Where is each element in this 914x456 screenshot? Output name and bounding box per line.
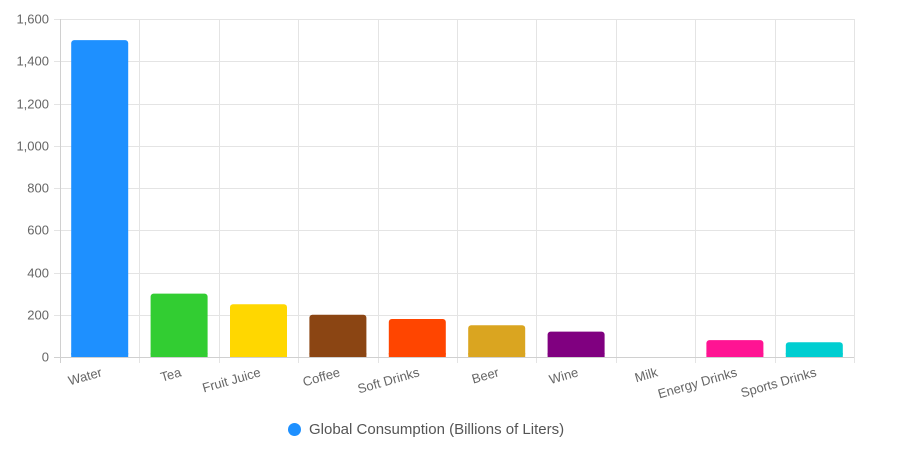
axes [54, 19, 854, 363]
bar-base [71, 353, 129, 357]
bar-base [706, 353, 764, 357]
y-tick-labels: 0 200 400 600 800 1,000 1,200 1,400 1,600 [16, 12, 49, 365]
bar [309, 314, 367, 358]
bar [547, 331, 605, 357]
y-tick-label: 1,200 [16, 97, 49, 112]
y-tick-label: 200 [27, 308, 49, 323]
bar [468, 325, 526, 357]
bar-base [388, 353, 446, 357]
x-tick-label: Energy Drinks [656, 364, 739, 401]
x-tick-label: Beer [470, 364, 501, 386]
bar-base [150, 353, 208, 357]
y-tick-label: 400 [27, 266, 49, 281]
legend-marker-icon [288, 423, 301, 436]
bar [71, 40, 129, 357]
bar [150, 293, 208, 357]
grid-lines [54, 19, 855, 363]
x-tick-label: Tea [159, 364, 184, 384]
bar-base [468, 353, 526, 357]
x-tick-label: Soft Drinks [356, 364, 422, 396]
y-tick-label: 1,400 [16, 54, 49, 69]
bar-base [547, 353, 605, 357]
x-tick-label: Coffee [301, 364, 342, 389]
bar [388, 319, 446, 357]
bar-base [785, 353, 843, 357]
bar-base [309, 353, 367, 357]
x-tick-labels: Water Tea Fruit Juice Coffee Soft Drinks Beer… [67, 364, 819, 401]
x-tick-label: Fruit Juice [201, 364, 263, 395]
y-tick-label: 1,000 [16, 139, 49, 154]
x-tick-label: Sports Drinks [739, 364, 819, 400]
bar [706, 340, 764, 357]
y-tick-label: 600 [27, 223, 49, 238]
x-tick-label: Wine [547, 364, 580, 387]
x-tick-label: Water [67, 364, 105, 388]
y-tick-label: 800 [27, 181, 49, 196]
legend[interactable]: Global Consumption (Billions of Liters) [288, 421, 564, 438]
bar-base [230, 353, 287, 357]
legend-label: Global Consumption (Billions of Liters) [309, 421, 565, 438]
bar [230, 304, 287, 357]
y-tick-label: 1,600 [16, 12, 49, 27]
bars [71, 40, 843, 358]
y-tick-label: 0 [42, 350, 49, 365]
x-tick-label: Milk [633, 364, 660, 385]
